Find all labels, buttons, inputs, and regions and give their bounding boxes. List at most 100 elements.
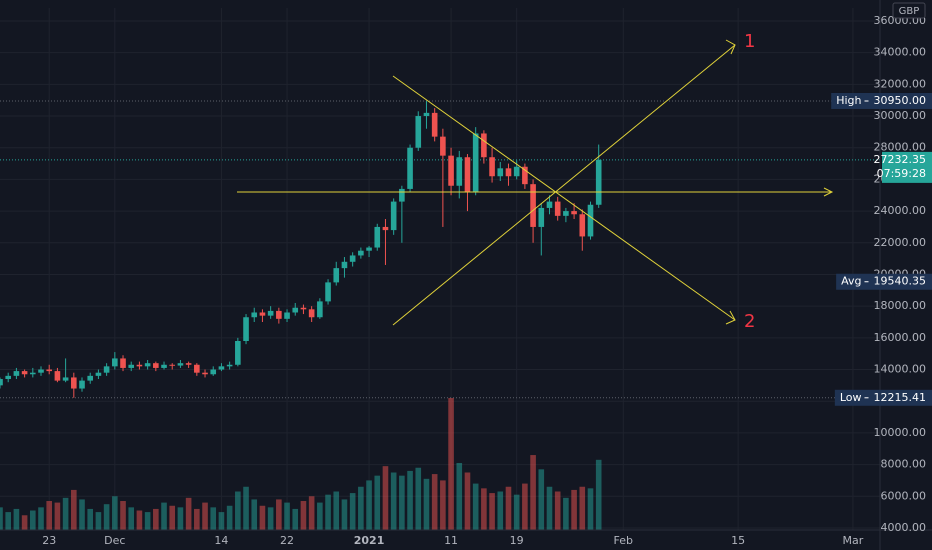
x-tick-label: 23 [42,534,56,547]
volume-bar [210,507,217,530]
volume-bar [21,515,28,530]
candle-body [522,166,528,185]
volume-bar [144,512,151,530]
volume-bar [513,494,520,530]
volume-bar [235,491,241,530]
candle-body [38,369,44,373]
volume-bar [440,480,446,530]
y-tick-label: 16000.00 [874,331,927,344]
volume-bar [243,486,249,530]
volume-bar [71,489,77,530]
candle-body [169,364,176,366]
marker-value: 19540.35 [874,275,927,288]
last-price: 27232.35 [874,153,927,166]
candle-body [153,363,159,368]
volume-bar [251,499,258,530]
candle-body [530,184,536,227]
candle-body [103,366,110,373]
candle-body [13,371,20,376]
candle-body [276,310,282,319]
volume-bar [128,507,135,530]
marker-value: 30950.00 [874,94,927,107]
x-tick-label: Mar [843,534,864,547]
x-tick-label: 11 [444,534,458,547]
marker-name: High [836,94,861,107]
volume-bar [390,472,397,530]
y-tick-label: 30000.00 [874,109,927,122]
volume-bar [54,502,61,530]
candle-body [538,207,545,227]
x-tick-label: 14 [214,534,228,547]
candle-body [259,312,266,316]
volume-bar [595,459,602,530]
candle-body [481,133,487,158]
candle-body [210,369,217,375]
volume-bar [292,508,299,530]
y-tick-label: 10000.00 [874,426,927,439]
candle-body [194,364,200,373]
candle-body [226,364,233,367]
volume-bar [13,508,20,530]
volume-bar [464,472,471,530]
volume-bar [505,486,512,530]
volume-bar [563,497,569,530]
marker-badge [831,92,932,109]
candle-body [267,310,274,316]
candle-body [325,282,331,302]
volume-bar [538,469,545,530]
volume-bar [522,483,528,530]
candle-body [79,380,85,389]
volume-bar [399,475,405,530]
candle-body [54,371,61,381]
candle-body [563,211,569,216]
arrow-head [823,187,834,197]
volume-bar [136,510,143,530]
candle-body [579,214,586,237]
arrow-head [725,39,736,55]
candle-body [554,201,561,216]
volume-bar [554,491,561,530]
volume-bar [530,455,536,530]
x-tick-label: 22 [280,534,294,547]
marker-value: 12215.41 [874,391,927,404]
marker-badge [836,273,932,290]
price-axis: 4000.006000.008000.0010000.0012000.00140… [42,14,932,547]
volume-bar [185,497,192,530]
volume-bar [46,501,53,530]
volume-bar [431,474,438,530]
candle-body [71,377,77,389]
volume-bar [194,508,200,530]
candle-body [407,147,413,189]
volume-bar [317,502,323,530]
volume-bar [300,501,307,530]
candle-body [112,358,118,367]
volume-bar [95,512,102,530]
volume-bar [415,467,422,530]
countdown: 07:59:28 [877,167,926,180]
volume-bar [366,480,372,530]
candle-body [399,188,405,202]
candle-body [95,372,102,376]
candle-body [21,371,28,375]
marker-name: Low [840,391,862,404]
candle-body [390,201,397,231]
volume-bar [103,504,110,530]
candle-body [300,307,307,310]
candle-body [308,309,315,318]
candle-body [382,226,389,231]
volume-bar [341,499,348,530]
volume-bar [571,489,577,530]
volume-bar [120,501,126,530]
candle-body [177,363,184,366]
volume-bar [472,483,479,530]
volume-bar [226,505,233,530]
volume-bar [259,505,266,530]
volume-bar [325,494,331,530]
volume-bar [489,493,495,530]
candle-body [317,301,323,318]
candle-body [366,247,372,251]
candle-body [415,116,422,148]
candle-body [87,375,94,381]
